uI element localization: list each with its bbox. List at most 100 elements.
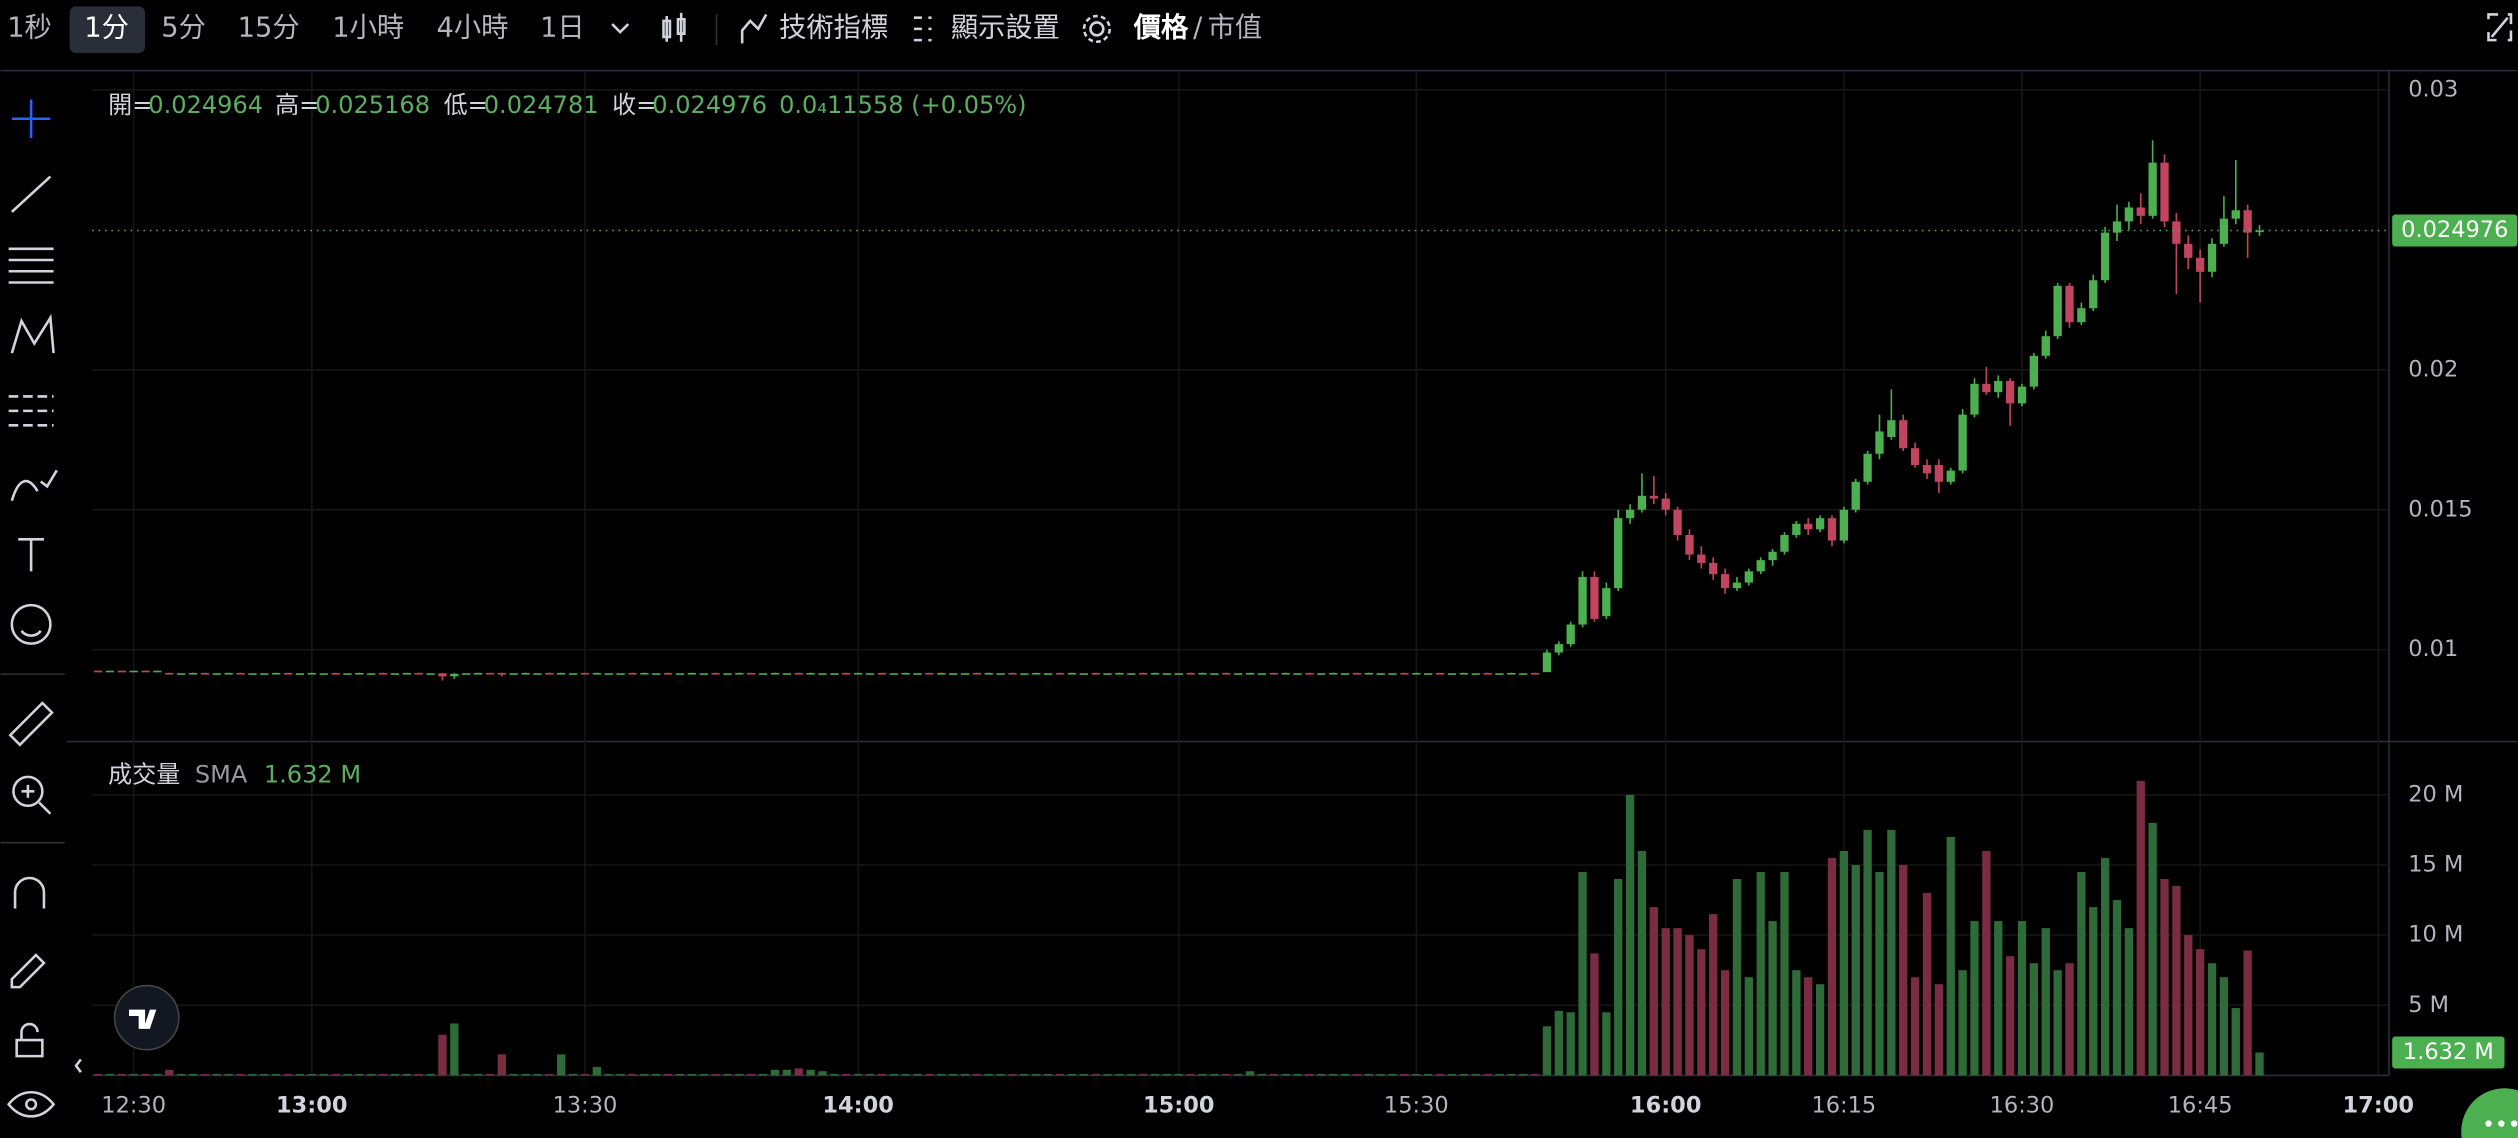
candle-body: [794, 672, 803, 675]
volume-bar: [1875, 872, 1884, 1076]
interval[interactable]: 5分: [161, 12, 206, 43]
candle-body: [1186, 672, 1195, 675]
candle-body: [2017, 386, 2027, 404]
volume-bar: [1483, 1073, 1492, 1076]
chat-dot: [2498, 1120, 2505, 1127]
zoom-tool[interactable]: [12, 775, 44, 808]
volume-bar: [1043, 1073, 1053, 1076]
left-toolbar: [0, 99, 82, 1118]
volume-bar: [2100, 857, 2110, 1076]
volume-bar: [402, 1073, 411, 1076]
pattern-tool[interactable]: [10, 313, 55, 354]
candle-body: [545, 672, 554, 675]
volume-bar: [2136, 780, 2145, 1076]
volume-bar: [1958, 970, 1967, 1076]
interval[interactable]: 4小時: [437, 12, 509, 43]
candle-body: [1340, 673, 1350, 675]
trendline-tool[interactable]: [10, 175, 52, 213]
candle-body: [1804, 523, 1813, 530]
interval[interactable]: 15分: [238, 12, 300, 43]
emoji-tool[interactable]: [10, 603, 52, 645]
lock-draw-tool[interactable]: [10, 953, 46, 989]
display-button[interactable]: 顯示設置: [951, 12, 1060, 43]
interval[interactable]: 1秒: [7, 12, 52, 43]
volume-bar: [2077, 872, 2086, 1076]
text-tool[interactable]: [18, 538, 44, 572]
projection-tool[interactable]: [8, 395, 54, 427]
interval[interactable]: 1日: [540, 12, 585, 43]
candle-body: [711, 672, 720, 675]
candle-body: [1020, 673, 1029, 675]
candle-body: [1234, 673, 1243, 675]
volume-bar: [1127, 1073, 1136, 1076]
volume-bar: [212, 1073, 221, 1076]
chart-type-icon[interactable]: [662, 12, 686, 42]
candle-body: [735, 672, 744, 675]
candle-body: [1815, 518, 1825, 530]
ruler-tool[interactable]: [8, 701, 54, 747]
mcap-toggle[interactable]: 市值: [1208, 12, 1263, 43]
volume-bar: [2112, 900, 2122, 1076]
fullscreen-icon[interactable]: [2487, 13, 2513, 42]
candle-body: [1697, 554, 1706, 563]
indicators-button[interactable]: 技術指標: [779, 12, 888, 43]
volume-bar: [1744, 977, 1754, 1076]
volume-bar: [711, 1073, 720, 1076]
volume-bar: [1210, 1073, 1219, 1076]
interval[interactable]: 1分: [84, 12, 129, 43]
volume-bar: [592, 1066, 602, 1076]
candle-body: [402, 672, 411, 675]
volume-bar: [343, 1073, 352, 1076]
volume-bar: [996, 1073, 1005, 1076]
candle-body: [153, 670, 162, 673]
tradingview-logo[interactable]: [113, 984, 180, 1051]
volume-bar: [925, 1073, 934, 1076]
volume-bar: [1851, 864, 1860, 1076]
candle-body: [1317, 673, 1326, 675]
volume-bar: [1032, 1073, 1041, 1076]
display-icon[interactable]: [913, 16, 932, 42]
candle-body: [675, 673, 685, 675]
indicator-icon[interactable]: [740, 13, 768, 44]
volume-bar: [1150, 1073, 1160, 1076]
candle-body: [557, 672, 566, 675]
candle-body: [390, 673, 400, 675]
volume-bar: [319, 1073, 328, 1076]
brush-tool[interactable]: [10, 469, 58, 502]
volume-bar: [307, 1073, 316, 1076]
candle-body: [1257, 673, 1267, 675]
candle-body: [93, 670, 103, 673]
volume-bar: [462, 1073, 471, 1076]
candle-body: [1471, 673, 1480, 675]
volume-bar: [1340, 1073, 1350, 1076]
settings-icon[interactable]: [1089, 21, 1105, 37]
volume-bar: [1115, 1073, 1124, 1076]
price-toggle[interactable]: 價格: [1133, 12, 1189, 43]
volume-bar: [177, 1073, 186, 1076]
lock-tool[interactable]: [15, 1022, 44, 1058]
candle-body: [343, 673, 352, 675]
volume-bar: [735, 1073, 744, 1076]
volume-bar: [355, 1073, 364, 1076]
collapse-arrow[interactable]: [74, 1058, 82, 1073]
candle-body: [592, 672, 602, 675]
toggle-sep: /: [1193, 12, 1203, 43]
candle-body: [580, 672, 590, 675]
volume-tick-label: 20 M: [2408, 781, 2463, 807]
candle-body: [1198, 672, 1207, 675]
visibility-tool[interactable]: [6, 1090, 56, 1118]
volume-bar: [1138, 1073, 1148, 1076]
candle-body: [1293, 673, 1302, 675]
volume-bar: [1934, 984, 1944, 1076]
interval[interactable]: 1小時: [332, 12, 404, 43]
volume-bar: [1162, 1073, 1172, 1076]
volume-bar: [1400, 1073, 1409, 1076]
candle-body: [830, 673, 839, 675]
crosshair-tool[interactable]: [11, 99, 51, 139]
magnet-tool[interactable]: [13, 876, 46, 909]
fib-tool[interactable]: [8, 247, 54, 284]
candle-body: [758, 673, 768, 675]
interval-dropdown[interactable]: [611, 23, 630, 34]
volume-bar: [1079, 1073, 1088, 1076]
